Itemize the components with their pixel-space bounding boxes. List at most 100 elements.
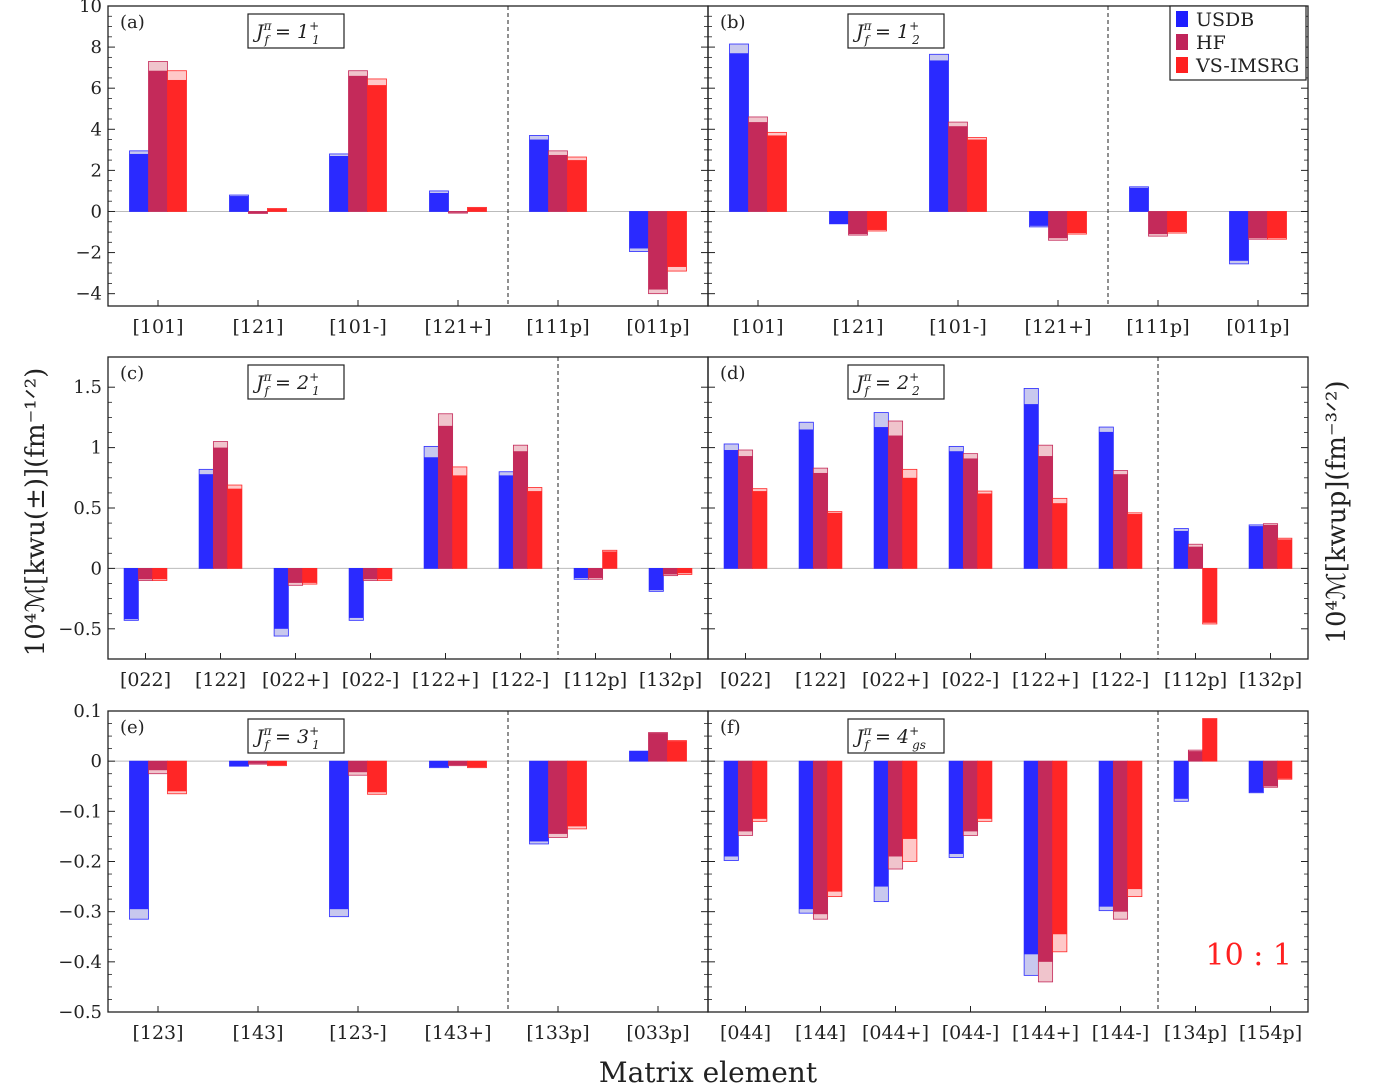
state-part: f [264,738,272,752]
bar-vs-imsrg [1127,761,1142,890]
bar-vs-imsrg [827,512,842,569]
bar-usdb [799,429,814,569]
bar-usdb [1099,431,1114,569]
bar-usdb [724,450,739,569]
bar-usdb [529,139,549,212]
x-tick-label: [044] [720,1022,771,1044]
x-tick-label: [101] [732,316,783,338]
bar-hf [138,568,153,580]
bar-hf [648,733,668,762]
bar-usdb [529,761,549,842]
bar-usdb [124,568,139,620]
bar-usdb [724,761,739,857]
bar-vs-imsrg [1127,514,1142,569]
state-part: 2 [911,384,920,398]
bar-vs-imsrg [1052,503,1067,569]
state-part: = 1 [869,21,909,43]
panel-frame [707,5,1309,307]
bar-usdb [949,451,964,569]
bar-hf [738,456,753,569]
x-tick-label: [132p] [639,669,702,691]
state-part: f [864,384,872,398]
y-tick-label: 2 [91,160,102,181]
x-tick-label: [121] [232,316,283,338]
bar-vs-imsrg [977,761,992,819]
state-part: + [909,19,919,33]
bar-usdb [349,568,364,618]
x-tick-label: [122] [195,669,246,691]
x-tick-label: [022] [720,669,771,691]
x-tick-label: [033p] [626,1022,689,1044]
y-tick-label: −4 [75,284,102,305]
bar-vs-imsrg [967,139,987,212]
x-tick-label: [122-] [492,669,550,691]
legend-swatch-hf [1176,34,1188,50]
state-part: = 1 [269,21,309,43]
bar-hf [1248,211,1268,239]
x-tick-label: [112p] [1164,669,1227,691]
x-tick-label: [101] [132,316,183,338]
x-tick-label: [022] [120,669,171,691]
bar-usdb [649,568,664,591]
x-tick-label: [134p] [1164,1022,1227,1044]
bar-hf [513,451,528,569]
y-tick-label: −0.5 [58,619,102,640]
bar-hf [1148,211,1168,235]
state-part: gs [912,738,926,752]
state-box [247,13,345,49]
bar-vs-imsrg [752,761,767,819]
bar-vs-imsrg [602,551,617,569]
state-label: Jπ f = 1+ 2 [852,19,920,47]
state-label: Jπ f = 1+ 1 [252,19,320,47]
panel-frame [107,356,709,660]
x-tick-label: [154p] [1239,1022,1302,1044]
legend-label-vs-imsrg: VS-IMSRG [1195,55,1299,77]
panel-label: (d) [720,363,746,384]
y-tick-label: 10 [79,0,102,17]
y-tick-label: −0.5 [58,1002,102,1023]
x-tick-label: [123] [132,1022,183,1044]
bar-usdb [829,211,849,224]
state-part: f [264,33,272,47]
bar-vs-imsrg [1277,761,1292,779]
x-tick-label: [143+] [424,1022,491,1044]
bar-vs-imsrg [667,211,687,267]
x-tick-label: [044-] [942,1022,1000,1044]
bar-hf [448,211,468,213]
bar-hf [548,761,568,834]
panel-label: (f) [720,717,741,738]
ratio-note: 10 : 1 [1206,938,1292,973]
x-tick-label: [144-] [1092,1022,1150,1044]
bar-usdb [499,475,514,569]
legend: USDB HF VS-IMSRG [1169,5,1307,81]
y-tick-label: 1 [91,438,102,459]
bar-vs-imsrg [467,207,487,212]
y-tick-label: 0 [91,201,102,222]
bar-vs-imsrg [667,741,687,762]
state-part: = 2 [869,372,909,394]
bar-hf [748,122,768,212]
bar-usdb [729,53,749,212]
bar-vs-imsrg [267,761,287,766]
bar-usdb [424,457,439,569]
bar-vs-imsrg [827,761,842,892]
x-tick-label: [044+] [862,1022,929,1044]
panel-frame [707,356,1309,660]
bar-hf [963,761,978,832]
state-part: π [863,19,873,33]
state-box [247,718,345,754]
bar-vs-imsrg [167,761,187,792]
y-tick-label: −2 [75,243,102,264]
legend-swatch-vs-imsrg [1176,57,1188,73]
bar-usdb [429,761,449,768]
bar-hf [963,458,978,569]
bar-hf [648,211,668,290]
bar-usdb [1129,187,1149,212]
bar-hf [363,568,378,580]
state-part: 1 [312,33,320,47]
y-tick-label: 0 [91,751,102,772]
y-axis-label-left: 10⁴ℳ[kwu(±)](fm⁻¹ᐟ²) [21,368,51,657]
bar-vs-imsrg [752,491,767,569]
